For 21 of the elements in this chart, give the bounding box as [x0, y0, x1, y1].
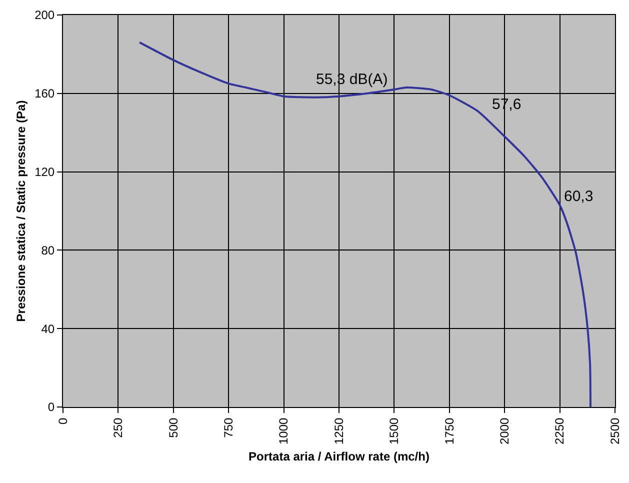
y-tick-label: 80 — [41, 243, 55, 258]
y-tick-label: 120 — [34, 165, 55, 179]
x-tick-label: 1250 — [332, 417, 346, 445]
x-tick-label: 2500 — [608, 417, 622, 445]
y-axis-title: Pressione statica / Static pressure (Pa) — [14, 100, 28, 322]
x-tick-label: 250 — [111, 417, 126, 438]
y-tick-label: 200 — [34, 8, 55, 22]
x-tick-label: 750 — [222, 417, 236, 438]
x-tick-label: 1500 — [387, 417, 402, 445]
line-series — [138, 41, 592, 407]
x-tick-label: 2250 — [552, 417, 567, 445]
x-tick-label: 1000 — [276, 417, 291, 445]
x-tick-label: 2000 — [498, 417, 512, 445]
y-tick-label: 40 — [41, 322, 55, 336]
y-tick-label: 160 — [34, 86, 55, 101]
x-tick-label: 1750 — [442, 417, 456, 445]
x-tick-label: 500 — [166, 417, 180, 438]
x-axis-title: Portata aria / Airflow rate (mc/h) — [248, 449, 430, 464]
y-tick-label: 0 — [48, 400, 55, 414]
x-tick-label: 0 — [56, 417, 70, 424]
annotation: 60,3 — [564, 188, 594, 205]
